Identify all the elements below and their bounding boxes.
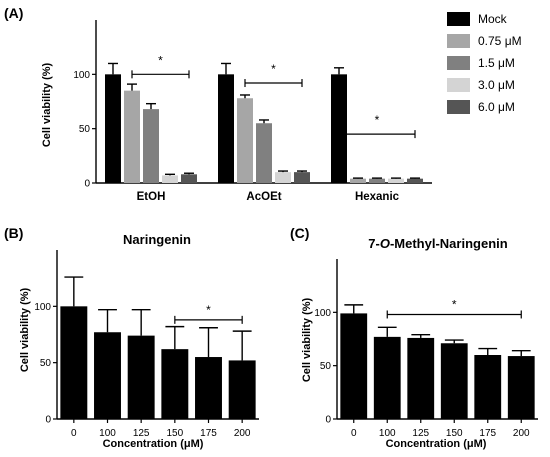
- panel-a-x-tick-label: Hexanic: [355, 191, 400, 203]
- panel-a-legend-label: 0.75 μM: [478, 34, 522, 48]
- panel-c-y-tick-label: 0: [325, 415, 331, 426]
- panel-a-bar: [294, 172, 310, 183]
- panel-b-y-tick-label: 0: [45, 415, 51, 426]
- panel-b-x-tick-label: 100: [99, 428, 116, 439]
- panel-a-legend-swatch: [447, 78, 470, 92]
- panel-a-legend-label: 1.5 μM: [478, 56, 515, 70]
- panel-c-x-tick-label: 175: [479, 428, 496, 439]
- panel-a-bar: [275, 172, 291, 183]
- panel-b-x-axis-label: Concentration (μM): [103, 438, 204, 450]
- panel-c-chart: 0 50 100 0 100 125 150 175 200 *: [314, 259, 538, 439]
- panel-a-bar: [388, 178, 404, 183]
- panel-b-x-tick-label: 175: [200, 428, 217, 439]
- panel-a-legend-swatch: [447, 34, 470, 48]
- panel-a-bar: [105, 74, 121, 183]
- panel-a-significance-star: *: [158, 53, 163, 67]
- panel-c-x-tick-label: 125: [412, 428, 429, 439]
- panel-c-label: (C): [290, 225, 309, 241]
- panel-a-legend-label: 3.0 μM: [478, 78, 515, 92]
- panel-b-label: (B): [4, 225, 23, 241]
- panel-a-bar: [143, 109, 159, 183]
- panel-a-label: (A): [4, 5, 23, 21]
- panel-a-x-tick-label: EtOH: [137, 191, 166, 203]
- panel-b-y-tick-label: 50: [40, 358, 52, 369]
- panel-c-y-axis-label: Cell viability (%): [301, 297, 313, 382]
- panel-a-chart: 0 50 100 EtOH AcOEt Hexanic * * *: [73, 20, 432, 203]
- panel-c-title-part-1: 7-: [368, 236, 380, 251]
- panel-c-title-part-3: -Methyl-Naringenin: [390, 236, 508, 251]
- panel-a-bar: [181, 174, 197, 183]
- panel-c-bar: [340, 313, 368, 419]
- panel-a-bar: [256, 123, 272, 183]
- panel-b-bar: [60, 306, 88, 419]
- panel-b-x-tick-label: 0: [71, 428, 77, 439]
- panel-a-legend-swatch: [447, 100, 470, 114]
- panel-b-y-tick-label: 100: [34, 302, 51, 313]
- panel-a-legend-swatch: [447, 56, 470, 70]
- panel-b-x-tick-label: 150: [166, 428, 183, 439]
- panel-c-significance-star: *: [452, 297, 457, 311]
- panel-a-legend-label: 6.0 μM: [478, 100, 515, 114]
- panel-a-bar: [407, 178, 423, 183]
- panel-a-bar: [124, 90, 140, 183]
- panel-b-bar: [94, 332, 121, 419]
- panel-b-bar: [161, 349, 189, 419]
- panel-c-bar: [507, 356, 535, 419]
- panel-c-bar: [474, 355, 502, 419]
- panel-c-x-tick-label: 100: [379, 428, 396, 439]
- panel-b-x-tick-label: 200: [234, 428, 251, 439]
- panel-a-bar: [350, 178, 366, 183]
- panel-c-x-axis-label: Concentration (μM): [386, 438, 487, 450]
- panel-b-title: Naringenin: [123, 232, 191, 247]
- panel-b-x-tick-label: 125: [133, 428, 150, 439]
- panel-b-bar: [127, 335, 155, 419]
- panel-c-x-tick-label: 200: [513, 428, 530, 439]
- panel-a-legend-label: Mock: [478, 12, 508, 26]
- panel-c-y-tick-label: 50: [320, 361, 332, 372]
- panel-b-y-axis-label: Cell viability (%): [19, 287, 31, 372]
- panel-a-bar: [369, 178, 385, 183]
- panel-c-title: 7-O-Methyl-Naringenin: [368, 236, 507, 251]
- panel-a-y-tick-label: 0: [84, 179, 90, 190]
- panel-b-chart: 0 50 100 0 100 125 150 175 200 *: [34, 250, 259, 439]
- panel-a-bar: [218, 74, 234, 183]
- panel-a-bar: [162, 175, 178, 183]
- panel-a-significance-star: *: [375, 113, 380, 127]
- panel-a-legend-swatch: [447, 12, 470, 26]
- panel-a-bar: [331, 74, 347, 183]
- panel-c-bar: [373, 336, 401, 419]
- panel-b-bar: [195, 357, 222, 419]
- panel-a-bar: [237, 98, 253, 183]
- panel-a-x-tick-label: AcOEt: [246, 191, 281, 203]
- panel-b-significance-star: *: [206, 303, 211, 317]
- panel-c-title-part-2: O: [380, 236, 390, 251]
- panel-a-y-axis-label: Cell viability (%): [41, 62, 53, 147]
- panel-c-bar: [407, 337, 435, 419]
- panel-c-x-tick-label: 150: [446, 428, 463, 439]
- panel-a-y-tick-label: 50: [79, 124, 91, 135]
- panel-c-y-tick-label: 100: [314, 308, 331, 319]
- panel-c-x-tick-label: 0: [351, 428, 357, 439]
- panel-a-y-tick-label: 100: [73, 70, 90, 81]
- panel-a-significance-star: *: [271, 62, 276, 76]
- panel-a-legend: Mock 0.75 μM 1.5 μM 3.0 μM 6.0 μM: [447, 12, 522, 114]
- panel-c-bar: [440, 343, 468, 419]
- panel-b-bar: [228, 360, 256, 419]
